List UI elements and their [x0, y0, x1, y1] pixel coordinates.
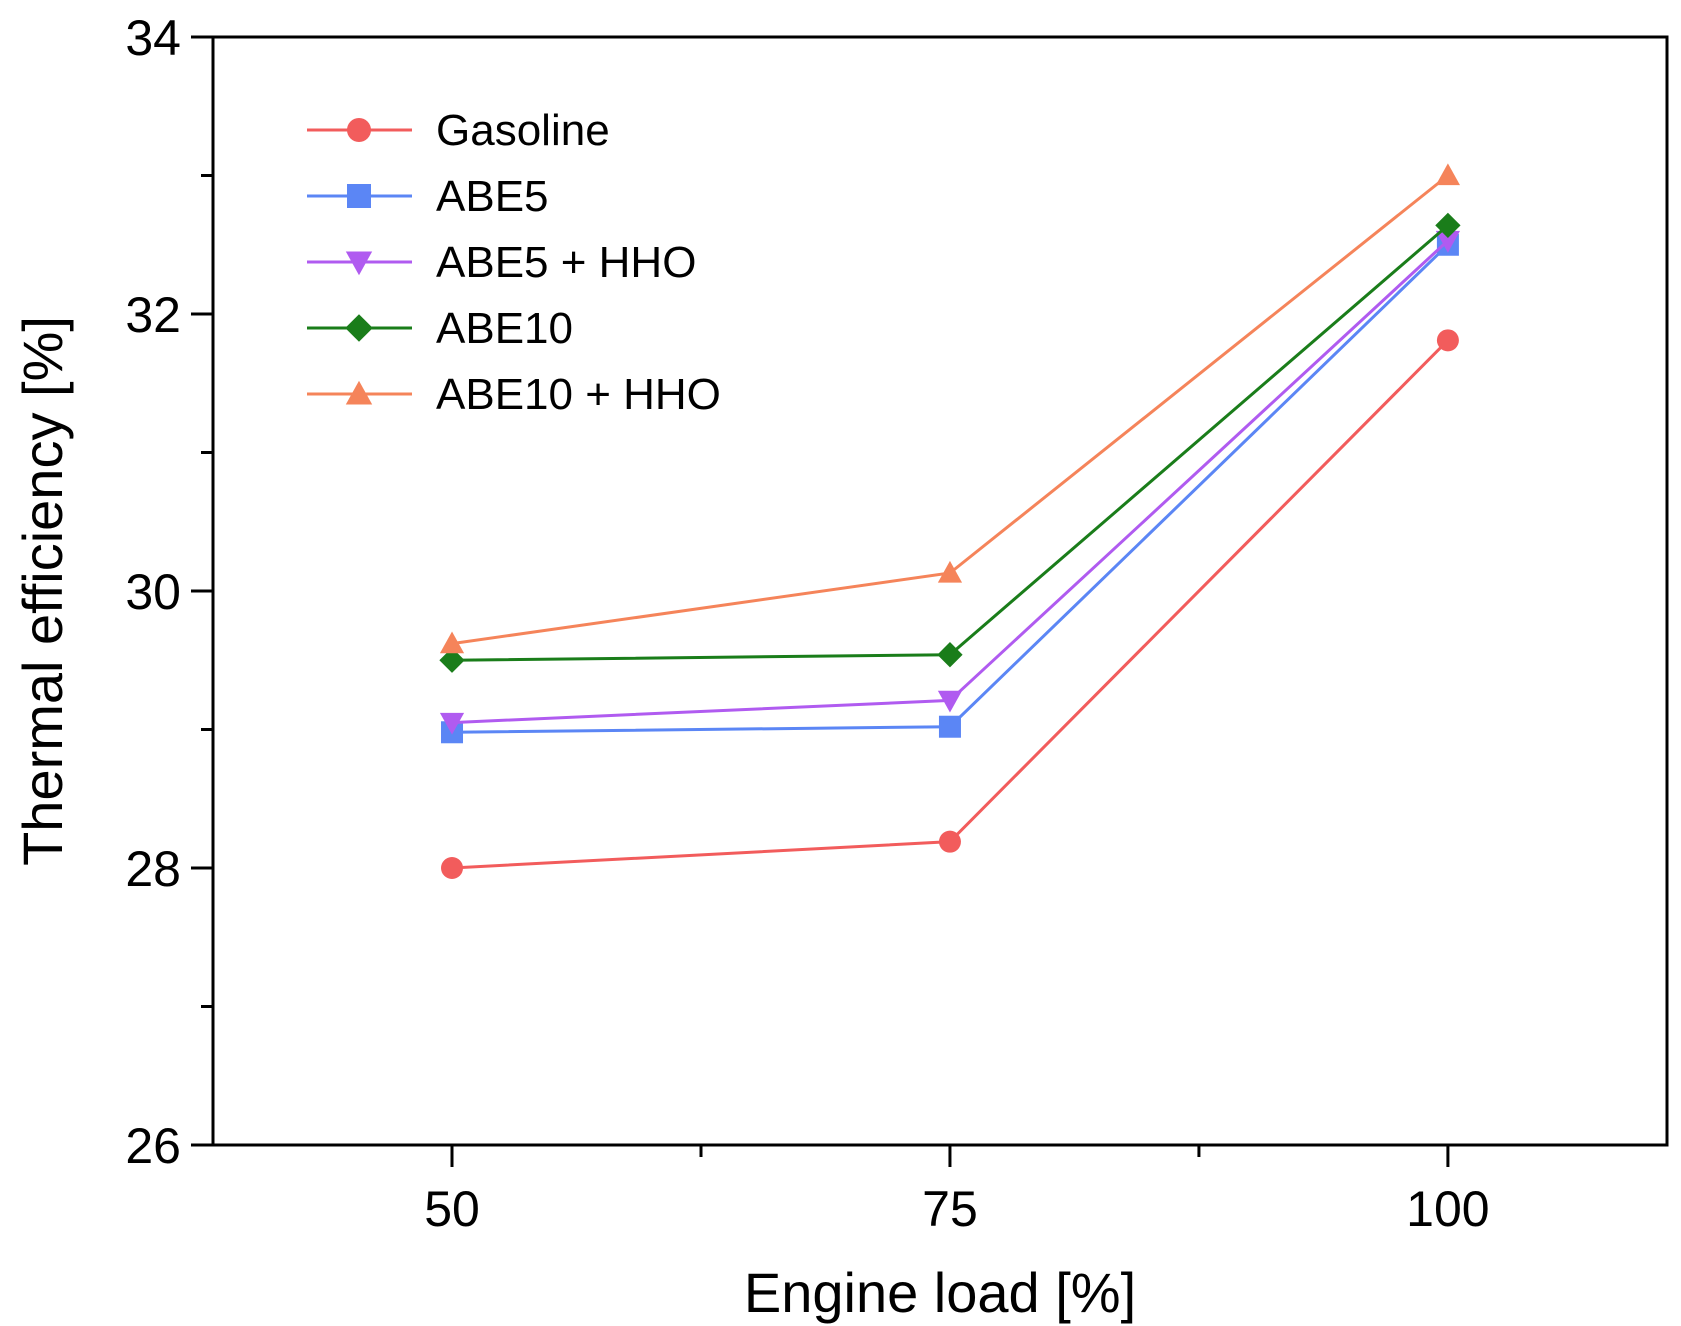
series-abe10: [439, 212, 1461, 673]
data-point-abe5: [938, 715, 961, 738]
legend-label: ABE10: [436, 304, 573, 353]
legend-marker: [345, 314, 373, 342]
legend-marker: [347, 118, 371, 142]
series-abe10-hho: [439, 163, 1461, 654]
y-tick-label: 28: [125, 841, 181, 897]
legend-marker: [345, 251, 373, 276]
data-point-abe10: [1435, 212, 1461, 239]
legend-item-abe10: ABE10: [307, 304, 573, 353]
data-point-gasoline: [441, 857, 464, 879]
series-line-abe10: [451, 224, 1449, 662]
legend-marker: [347, 184, 371, 208]
series-gasoline: [441, 329, 1459, 879]
legend: Gasoline ABE5 ABE5 + HHO ABE10 ABE10 + HHO: [307, 106, 721, 419]
legend-item-abe5: ABE5: [307, 172, 549, 221]
plot-frame: [211, 35, 1669, 1147]
y-tick-label: 30: [125, 564, 181, 620]
legend-item-gasoline: Gasoline: [307, 106, 610, 155]
y-tick-label: 34: [125, 10, 181, 66]
data-point-gasoline: [1436, 329, 1459, 352]
legend-marker: [345, 380, 373, 405]
legend-label: ABE5: [436, 172, 549, 221]
data-point-abe5-hho: [1435, 230, 1461, 253]
y-tick-label: 26: [125, 1118, 181, 1174]
data-point-abe10-hho: [439, 631, 465, 654]
series-abe5-hho: [439, 230, 1461, 735]
data-point-gasoline: [938, 830, 961, 853]
x-tick-label: 75: [922, 1181, 978, 1237]
legend-label: ABE10 + HHO: [436, 370, 721, 419]
x-axis-title: Engine load [%]: [744, 1261, 1136, 1324]
data-point-abe10: [937, 642, 963, 668]
legend-item-abe5-hho: ABE5 + HHO: [307, 238, 696, 287]
y-axis-title: Thermal efficiency [%]: [11, 316, 74, 866]
x-tick-label: 100: [1406, 1181, 1489, 1237]
series-line-gasoline: [451, 339, 1449, 870]
axis-ticks: 26 28 30 32 34 50 75 100: [125, 10, 1489, 1237]
data-point-abe10: [439, 647, 465, 673]
y-tick-label: 32: [125, 287, 181, 343]
data-point-abe10-hho: [1435, 163, 1461, 186]
series-layer: [439, 163, 1461, 879]
legend-label: Gasoline: [436, 106, 610, 155]
x-tick-label: 50: [424, 1181, 480, 1237]
data-point-abe10-hho: [937, 560, 963, 583]
legend-item-abe10-hho: ABE10 + HHO: [307, 370, 721, 419]
data-point-abe5-hho: [439, 712, 465, 735]
data-point-abe5-hho: [937, 690, 963, 713]
legend-label: ABE5 + HHO: [436, 238, 696, 287]
